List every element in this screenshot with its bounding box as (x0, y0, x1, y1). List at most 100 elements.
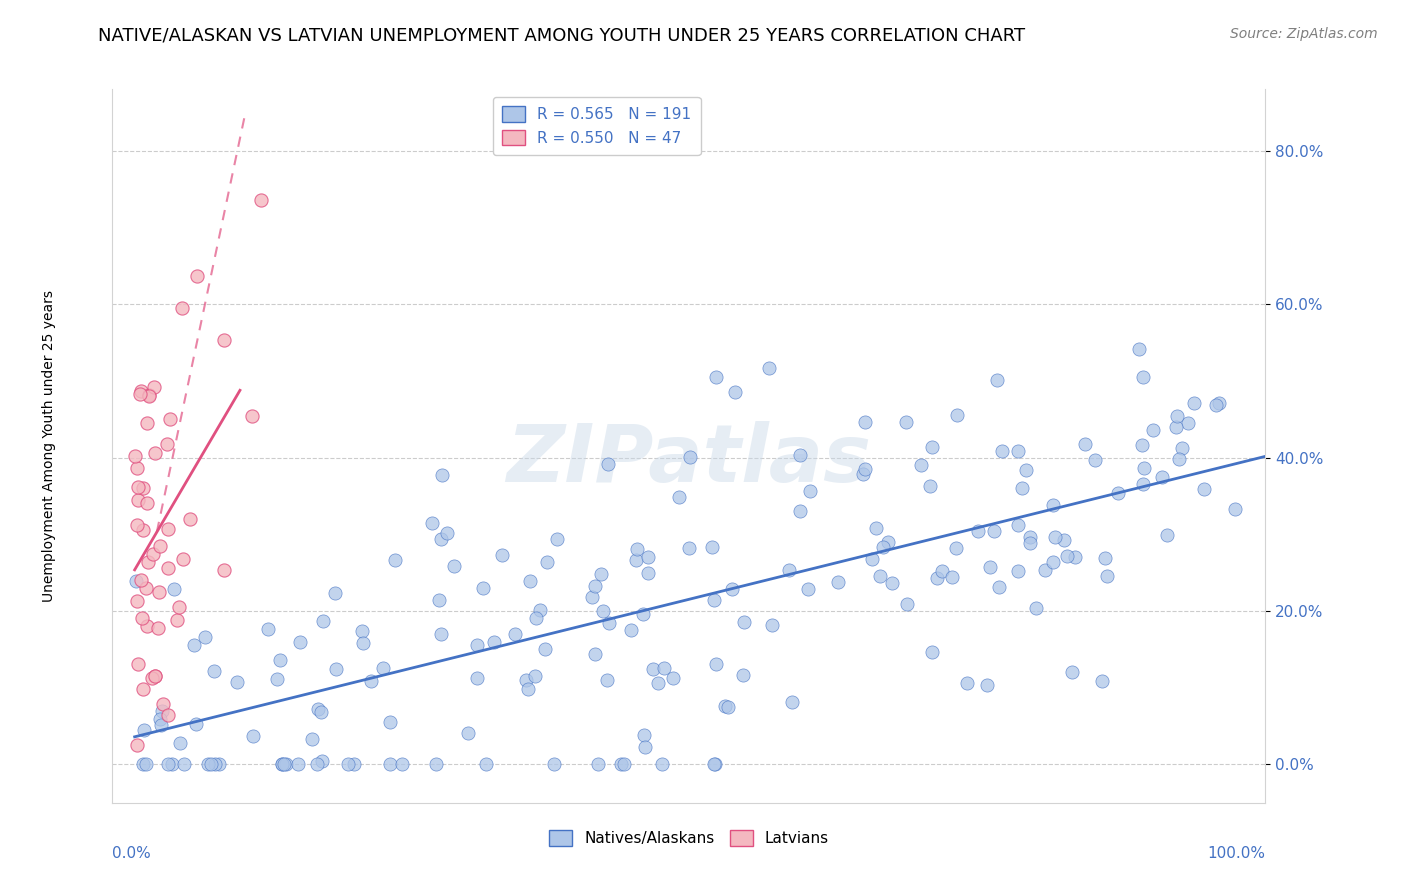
Point (1177, 417, 1199, 431)
Point (1019, 536, 1042, 550)
Point (471, 581, 494, 595)
Point (703, 592, 725, 607)
Point (200, 757, 222, 772)
Point (872, 541, 894, 555)
Point (966, 524, 988, 538)
Point (491, 548, 513, 562)
Point (132, 682, 155, 697)
Point (1007, 564, 1029, 578)
Point (860, 551, 883, 566)
Text: Source: ZipAtlas.com: Source: ZipAtlas.com (1230, 27, 1378, 41)
Point (703, 757, 725, 772)
Point (371, 661, 394, 675)
Point (1042, 499, 1064, 513)
Point (129, 573, 152, 587)
Point (662, 671, 685, 685)
Point (986, 374, 1008, 388)
Point (420, 516, 443, 530)
Point (127, 480, 149, 494)
Point (983, 524, 1005, 538)
Point (1132, 370, 1154, 384)
Point (1045, 530, 1067, 544)
Point (465, 671, 488, 685)
Point (780, 695, 803, 709)
Point (142, 547, 165, 561)
Point (150, 704, 173, 718)
Point (131, 524, 153, 538)
Text: ZIPatlas: ZIPatlas (506, 421, 872, 500)
Point (1171, 442, 1194, 456)
Point (1007, 518, 1029, 533)
Point (131, 611, 153, 625)
Point (173, 757, 195, 772)
Point (127, 492, 149, 507)
Point (186, 269, 208, 284)
Point (1073, 437, 1095, 451)
Point (287, 757, 309, 772)
Point (581, 590, 603, 604)
Point (391, 757, 413, 772)
Point (1133, 461, 1156, 475)
Point (204, 757, 226, 772)
Point (733, 615, 755, 630)
Point (135, 581, 157, 595)
Point (643, 662, 665, 676)
Point (169, 735, 191, 749)
Point (149, 539, 172, 553)
Point (1011, 481, 1033, 495)
Point (679, 450, 702, 464)
Point (1208, 396, 1230, 410)
Point (131, 757, 153, 772)
Point (214, 563, 236, 577)
Point (596, 673, 619, 687)
Point (157, 708, 180, 723)
Point (290, 635, 312, 649)
Point (592, 604, 614, 618)
Point (1205, 398, 1227, 412)
Point (702, 541, 724, 555)
Point (156, 523, 179, 537)
Point (1150, 470, 1173, 484)
Point (257, 622, 280, 636)
Point (637, 550, 659, 565)
Point (1052, 533, 1074, 547)
Point (789, 448, 811, 462)
Point (505, 627, 527, 641)
Point (1042, 556, 1064, 570)
Point (337, 757, 360, 772)
Point (896, 415, 918, 429)
Point (647, 676, 669, 690)
Point (589, 567, 612, 582)
Point (583, 579, 606, 593)
Point (148, 584, 170, 599)
Point (465, 638, 488, 652)
Point (143, 446, 166, 460)
Point (1164, 420, 1187, 434)
Point (1223, 502, 1246, 516)
Point (163, 582, 186, 597)
Point (925, 571, 948, 585)
Point (128, 387, 150, 401)
Text: NATIVE/ALASKAN VS LATVIAN UNEMPLOYMENT AMONG YOUTH UNDER 25 YEARS CORRELATION CH: NATIVE/ALASKAN VS LATVIAN UNEMPLOYMENT A… (98, 27, 1025, 45)
Point (129, 384, 152, 398)
Point (457, 725, 479, 739)
Point (651, 757, 673, 772)
Point (1132, 476, 1154, 491)
Point (1064, 549, 1087, 564)
Point (626, 542, 648, 557)
Point (945, 541, 967, 555)
Point (250, 193, 273, 207)
Point (125, 738, 148, 752)
Point (543, 757, 565, 772)
Point (896, 597, 918, 611)
Point (378, 757, 401, 772)
Point (678, 541, 700, 555)
Point (323, 586, 346, 600)
Point (242, 729, 264, 743)
Point (266, 672, 288, 686)
Point (724, 385, 747, 400)
Point (146, 621, 169, 635)
Point (127, 657, 149, 672)
Point (1019, 530, 1042, 544)
Point (717, 700, 740, 714)
